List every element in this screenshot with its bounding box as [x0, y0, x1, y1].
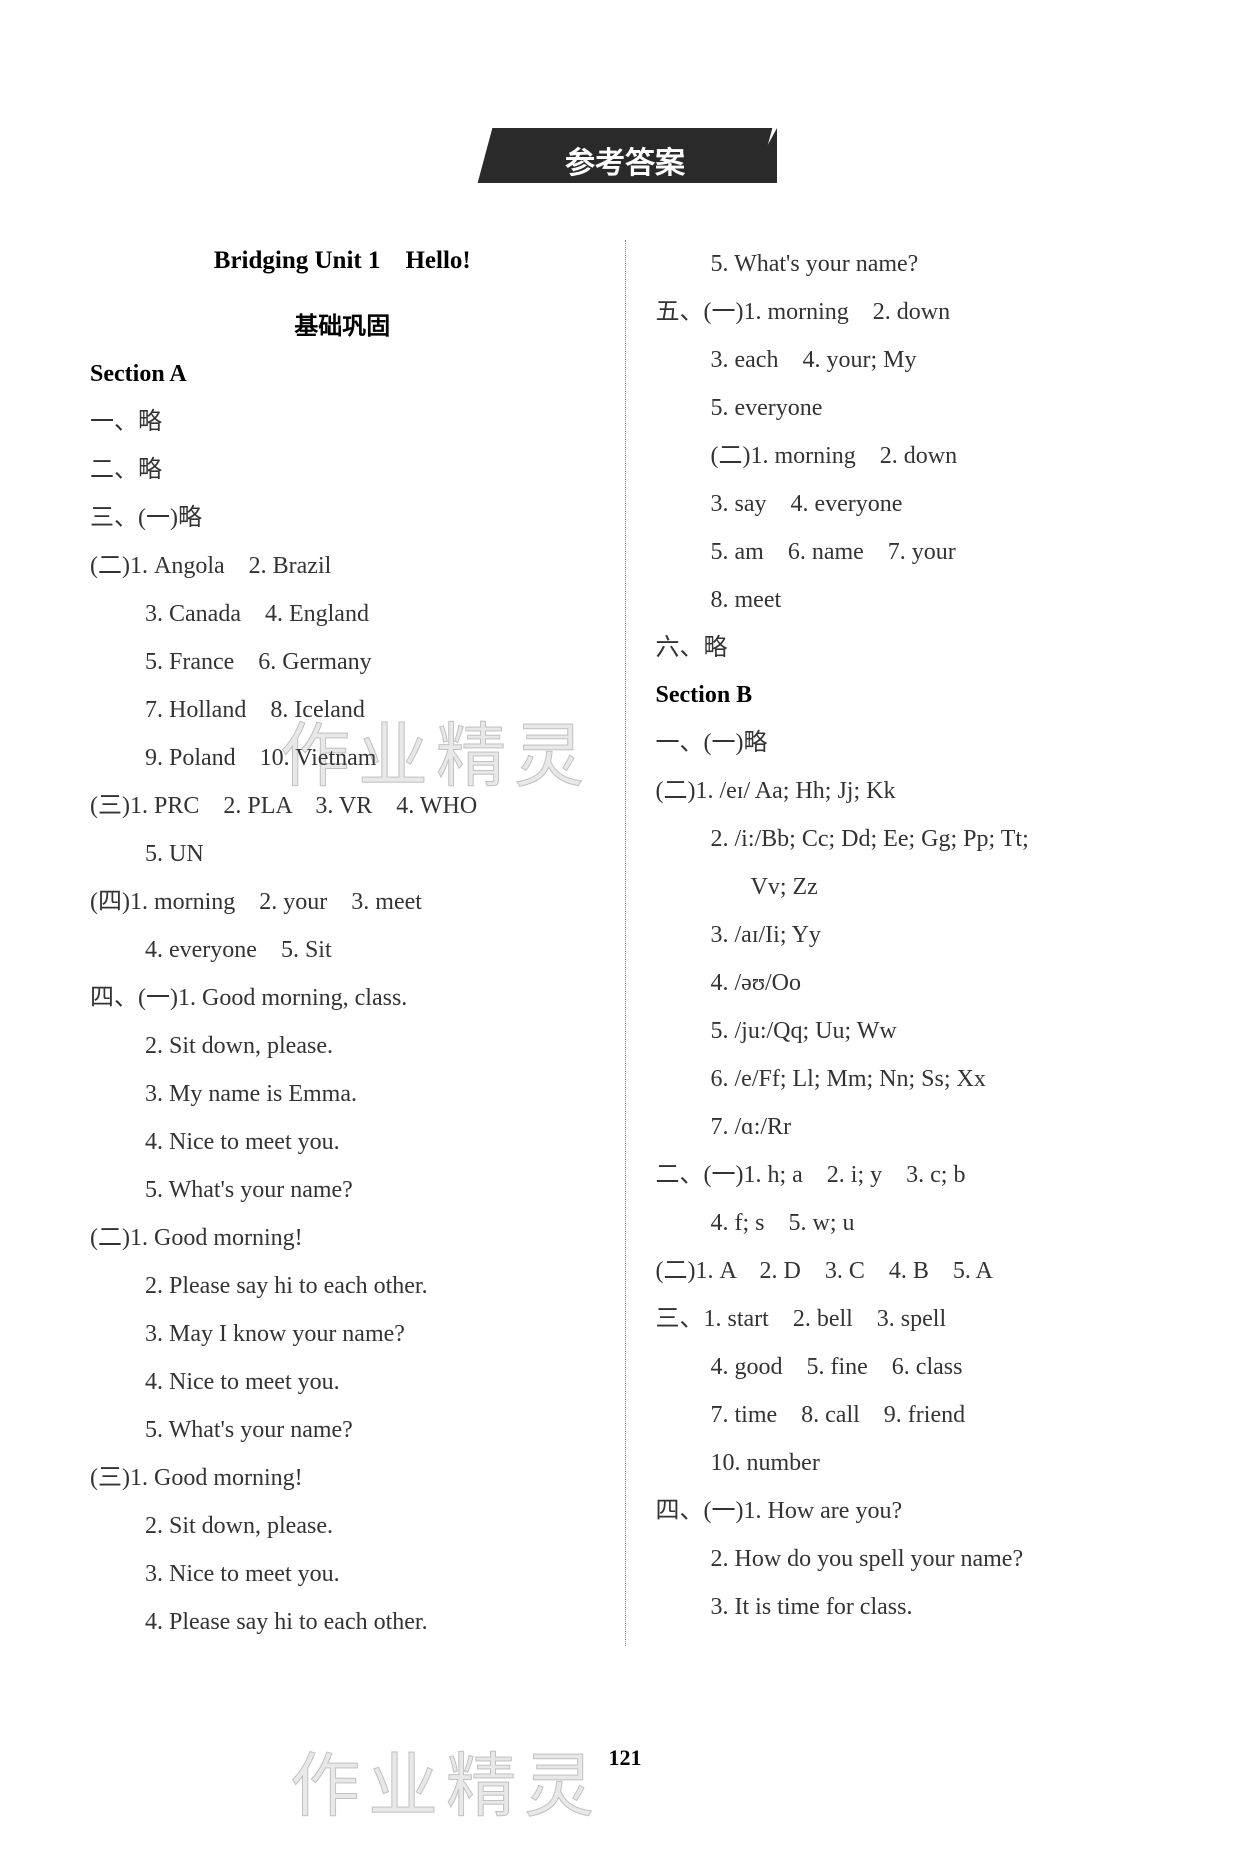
text-line: 2. Sit down, please. — [90, 1022, 595, 1070]
text-line: 三、(一)略 — [90, 494, 595, 542]
banner-title: 参考答案 — [485, 138, 765, 182]
text-line: 五、(一)1. morning 2. down — [656, 288, 1161, 336]
text-line: (四)1. morning 2. your 3. meet — [90, 878, 595, 926]
text-line: 4. /əʊ/Oo — [656, 959, 1161, 1007]
text-line: 4. Nice to meet you. — [90, 1118, 595, 1166]
text-line: (二)1. morning 2. down — [656, 432, 1161, 480]
text-line: 9. Poland 10. Vietnam — [90, 734, 595, 782]
text-line: 二、略 — [90, 446, 595, 494]
text-line: 5. UN — [90, 830, 595, 878]
text-line: 四、(一)1. Good morning, class. — [90, 974, 595, 1022]
text-line: 3. My name is Emma. — [90, 1070, 595, 1118]
text-line: 7. time 8. call 9. friend — [656, 1391, 1161, 1439]
text-line: 四、(一)1. How are you? — [656, 1487, 1161, 1535]
text-line: 5. What's your name? — [90, 1166, 595, 1214]
text-line: 3. say 4. everyone — [656, 480, 1161, 528]
text-line: (二)1. Angola 2. Brazil — [90, 542, 595, 590]
text-line: 3. It is time for class. — [656, 1583, 1161, 1631]
text-line: 4. good 5. fine 6. class — [656, 1343, 1161, 1391]
text-line: 5. am 6. name 7. your — [656, 528, 1161, 576]
content-wrapper: Bridging Unit 1 Hello! 基础巩固 Section A 一、… — [60, 240, 1190, 1646]
text-line: 三、1. start 2. bell 3. spell — [656, 1295, 1161, 1343]
text-line: (二)1. /eɪ/ Aa; Hh; Jj; Kk — [656, 767, 1161, 815]
text-line: (三)1. PRC 2. PLA 3. VR 4. WHO — [90, 782, 595, 830]
text-line: 5. What's your name? — [90, 1406, 595, 1454]
text-line: 二、(一)1. h; a 2. i; y 3. c; b — [656, 1151, 1161, 1199]
text-line: 一、略 — [90, 398, 595, 446]
text-line: 六、略 — [656, 624, 1161, 672]
text-line: 2. How do you spell your name? — [656, 1535, 1161, 1583]
text-line: 7. Holland 8. Iceland — [90, 686, 595, 734]
text-line: 8. meet — [656, 576, 1161, 624]
text-line: (二)1. Good morning! — [90, 1214, 595, 1262]
text-line: 5. everyone — [656, 384, 1161, 432]
sub-title: 基础巩固 — [90, 306, 595, 341]
right-column: 5. What's your name? 五、(一)1. morning 2. … — [626, 240, 1191, 1646]
text-line: 5. /ju:/Qq; Uu; Ww — [656, 1007, 1161, 1055]
text-line: 4. everyone 5. Sit — [90, 926, 595, 974]
text-line: 5. France 6. Germany — [90, 638, 595, 686]
text-line: 2. /i:/Bb; Cc; Dd; Ee; Gg; Pp; Tt; — [656, 815, 1161, 863]
page-number: 121 — [609, 1745, 642, 1771]
section-b-label: Section B — [656, 682, 1161, 709]
text-line: 10. number — [656, 1439, 1161, 1487]
unit-title: Bridging Unit 1 Hello! — [90, 240, 595, 276]
text-line: 3. Canada 4. England — [90, 590, 595, 638]
text-line: (二)1. A 2. D 3. C 4. B 5. A — [656, 1247, 1161, 1295]
left-column: Bridging Unit 1 Hello! 基础巩固 Section A 一、… — [60, 240, 626, 1646]
watermark-2: 作业精灵 — [290, 1730, 602, 1831]
text-line: (三)1. Good morning! — [90, 1454, 595, 1502]
text-line: 3. /aɪ/Ii; Yy — [656, 911, 1161, 959]
text-line: 5. What's your name? — [656, 240, 1161, 288]
text-line: 3. each 4. your; My — [656, 336, 1161, 384]
text-line: 一、(一)略 — [656, 719, 1161, 767]
text-line: Vv; Zz — [656, 863, 1161, 911]
section-a-label: Section A — [90, 361, 595, 388]
text-line: 3. May I know your name? — [90, 1310, 595, 1358]
text-line: 2. Please say hi to each other. — [90, 1262, 595, 1310]
text-line: 7. /ɑ:/Rr — [656, 1103, 1161, 1151]
text-line: 3. Nice to meet you. — [90, 1550, 595, 1598]
text-line: 4. f; s 5. w; u — [656, 1199, 1161, 1247]
banner-container: 参考答案 — [485, 120, 765, 190]
text-line: 4. Please say hi to each other. — [90, 1598, 595, 1646]
text-line: 6. /e/Ff; Ll; Mm; Nn; Ss; Xx — [656, 1055, 1161, 1103]
text-line: 2. Sit down, please. — [90, 1502, 595, 1550]
text-line: 4. Nice to meet you. — [90, 1358, 595, 1406]
